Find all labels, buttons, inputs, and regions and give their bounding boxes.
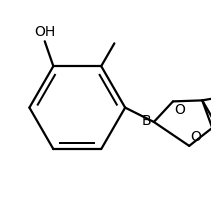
Text: B: B [141,114,151,128]
Text: O: O [174,103,185,117]
Text: O: O [191,130,202,144]
Text: OH: OH [34,25,55,39]
